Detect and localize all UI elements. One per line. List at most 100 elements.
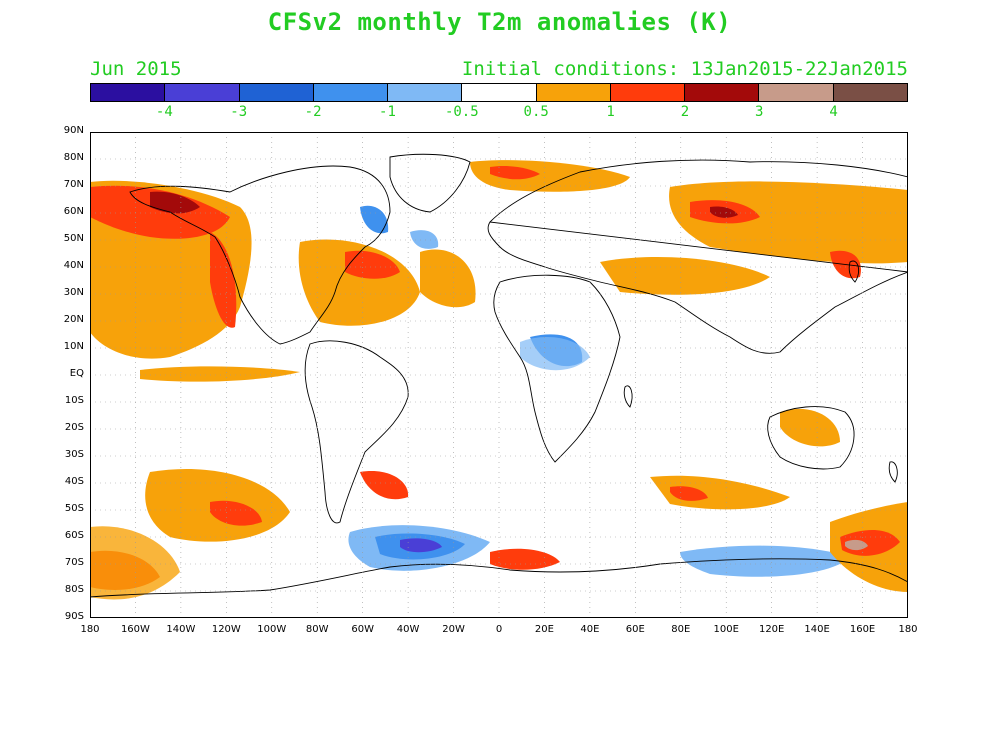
colorbar-cell — [388, 84, 463, 101]
colorbar-cell — [833, 84, 907, 101]
latitude-label: 70N — [63, 179, 84, 190]
cold-anomaly-natlantic — [410, 230, 439, 249]
coast-madagascar — [623, 385, 633, 408]
longitude-label: 40W — [396, 624, 420, 635]
cold-anomaly-labrador — [360, 205, 389, 234]
latitude-label: 30N — [63, 287, 84, 298]
warm-anomaly-satlantic — [360, 471, 409, 500]
cold-anomaly-eantarctic — [680, 545, 850, 577]
latitude-label: EQ — [69, 368, 84, 379]
map-frame — [90, 132, 908, 618]
longitude-label: 140E — [804, 624, 830, 635]
warm-anomaly-mideast — [600, 257, 770, 295]
latitude-label: 10N — [63, 341, 84, 352]
colorbar-label: -4 — [155, 104, 173, 120]
coast-australia — [767, 406, 855, 470]
longitude-label: 80W — [305, 624, 329, 635]
latitude-label: 20N — [63, 314, 84, 325]
longitude-label: 20W — [442, 624, 465, 635]
coast-greenland — [389, 153, 471, 213]
initial-conditions: Initial conditions: 13Jan2015-22Jan2015 — [461, 58, 908, 80]
cold-anomaly-weddell-core — [400, 538, 442, 553]
longitude-label: 100W — [257, 624, 287, 635]
longitude-label: 180 — [80, 624, 100, 635]
latitude-label: 50N — [63, 233, 84, 244]
warm-anomaly-nw-coast — [210, 232, 237, 328]
latitude-label: 30S — [64, 449, 84, 460]
chart-title: CFSv2 monthly T2m anomalies (K) — [267, 8, 732, 36]
latitude-label: 60N — [63, 206, 84, 217]
anomaly-map — [90, 132, 908, 618]
latitude-label: 40N — [63, 260, 84, 271]
coast-south-america — [304, 340, 409, 524]
latitude-label: 90N — [63, 125, 84, 136]
longitude-label: 160W — [120, 624, 150, 635]
colorbar-label: 0.5 — [523, 104, 549, 120]
coast-eurasia — [487, 159, 908, 354]
longitude-label: 100E — [713, 624, 739, 635]
colorbar-label: 2 — [680, 104, 690, 120]
coast-north-america — [129, 165, 391, 345]
warm-anomaly-alaska-core — [150, 191, 200, 214]
forecast-month: Jun 2015 — [90, 58, 182, 80]
warm-anomaly-useast — [345, 250, 400, 279]
coast-new-zealand — [888, 461, 898, 483]
warm-anomaly-sindian-core — [670, 486, 708, 501]
anomaly-fields — [90, 160, 908, 600]
colorbar-label: -0.5 — [444, 104, 479, 120]
latitude-label: 80S — [64, 584, 84, 595]
colorbar-label: -3 — [230, 104, 248, 120]
latitude-label: 40S — [64, 476, 84, 487]
longitude-label: 0 — [495, 624, 503, 635]
colorbar-label: 1 — [606, 104, 615, 120]
latitude-label: 80N — [63, 152, 84, 163]
colorbar-label: 4 — [829, 104, 838, 120]
colorbar-label: 3 — [755, 104, 764, 120]
colorbar-cell — [165, 84, 240, 101]
warm-anomaly-australia — [780, 408, 840, 447]
colorbar-cell — [685, 84, 760, 101]
longitude-label: 180 — [898, 624, 918, 635]
warm-anomaly-atlantic — [420, 249, 476, 308]
warm-anomaly-eqpacific — [140, 366, 300, 382]
coastlines — [90, 153, 908, 598]
longitude-label: 20E — [534, 624, 554, 635]
latitude-label: 90S — [64, 611, 84, 622]
warm-anomaly-sindian — [650, 475, 790, 510]
colorbar-label: -2 — [304, 104, 322, 120]
warm-anomaly-sw-pacific-outer — [90, 526, 180, 600]
warm-anomaly-south-atlantic-ice — [490, 548, 560, 570]
colorbar-cell — [462, 84, 537, 101]
longitude-label: 80E — [671, 624, 691, 635]
latitude-label: 10S — [64, 395, 84, 406]
longitude-label: 120W — [211, 624, 241, 635]
colorbar-cell — [91, 84, 166, 101]
coast-africa — [493, 274, 621, 463]
coast-antarctica — [90, 558, 908, 598]
latitude-label: 20S — [64, 422, 84, 433]
latitude-label: 70S — [64, 557, 84, 568]
map-grid — [90, 132, 908, 618]
longitude-label: 160E — [849, 624, 876, 635]
colorbar-cell — [610, 84, 686, 101]
cold-anomaly-africa-light — [520, 337, 590, 371]
longitude-label: 120E — [758, 624, 785, 635]
colorbar — [90, 83, 908, 102]
latitude-label: 60S — [64, 530, 84, 541]
longitude-label: 40E — [580, 624, 600, 635]
colorbar-label: -1 — [379, 104, 396, 120]
colorbar-cell — [536, 84, 611, 101]
colorbar-labels: -4 -3 -2 -1 -0.5 0.5 1 2 3 4 — [90, 104, 908, 122]
colorbar-cell — [313, 84, 389, 101]
latitude-label: 50S — [64, 503, 84, 514]
longitude-label: 60E — [625, 624, 645, 635]
coast-japan — [848, 260, 860, 283]
warm-anomaly-siberia-center — [710, 206, 738, 218]
warm-anomaly-spacific-core — [210, 500, 262, 526]
warm-anomaly-arctic-core — [490, 165, 540, 180]
colorbar-cell — [239, 84, 314, 101]
warm-anomaly-spac-east-peak — [845, 539, 868, 551]
longitude-label: 60W — [351, 624, 374, 635]
longitude-label: 140W — [166, 624, 196, 635]
colorbar-cell — [759, 84, 834, 101]
